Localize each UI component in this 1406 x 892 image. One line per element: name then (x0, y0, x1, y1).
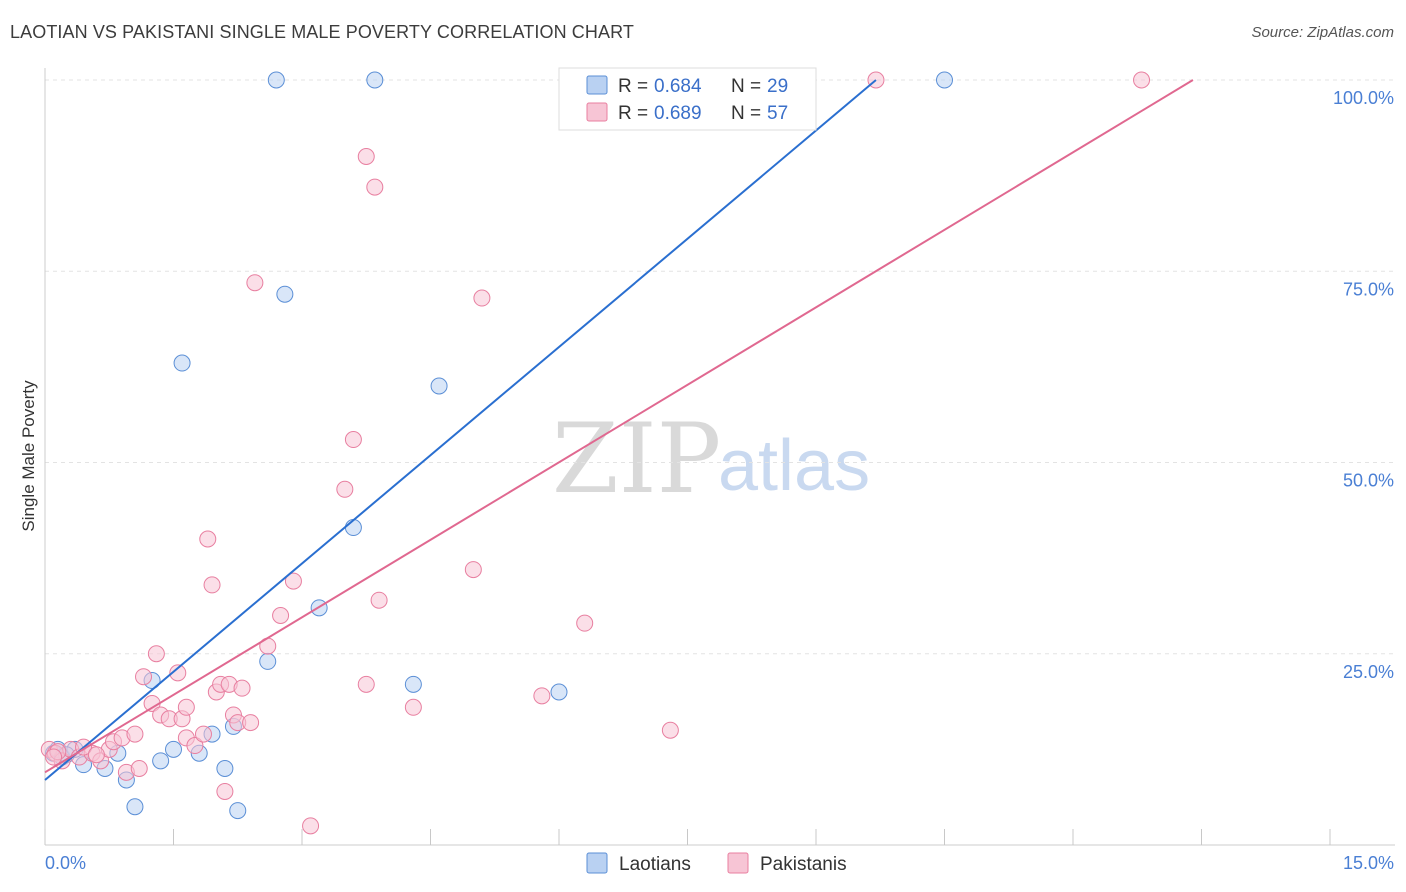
laotian-n-label: N = (731, 76, 761, 97)
laotian-trend-line (44, 79, 877, 781)
laotian-r-label: R = (618, 76, 648, 97)
pakistani-swatch (586, 102, 608, 122)
grid-lines (45, 79, 1395, 655)
pakistani-point (135, 668, 153, 686)
pakistani-point (344, 431, 362, 449)
y-tick-label: 100.0% (1333, 88, 1394, 108)
pakistani-point (87, 746, 105, 764)
legend-laotians-label: Laotians (619, 854, 691, 875)
pakistani-point (370, 591, 388, 609)
pakistani-point (404, 698, 422, 716)
legend-pakistanis-swatch (727, 852, 749, 874)
pakistani-point (203, 576, 221, 594)
pakistani-n-label: N = (731, 103, 761, 124)
laotian-point (229, 802, 247, 820)
laotian-point (173, 354, 191, 372)
pakistani-point (199, 530, 217, 548)
laotian-n-value: 29 (767, 76, 788, 97)
pakistani-point (357, 675, 375, 693)
laotian-point (276, 285, 294, 303)
y-tick-labels: 25.0% 50.0% 75.0% 100.0% (1333, 88, 1394, 682)
laotian-point (550, 683, 568, 701)
pakistani-point (45, 748, 63, 766)
pakistani-r-value: 0.689 (654, 103, 702, 124)
axes (44, 68, 1395, 846)
laotian-r-value: 0.684 (654, 76, 702, 97)
pakistani-point (533, 687, 551, 705)
pakistani-point (177, 698, 195, 716)
laotian-point (344, 519, 362, 537)
pakistani-point (126, 725, 144, 743)
pakistani-trend-line (44, 79, 1194, 774)
trend-lines (44, 79, 1194, 781)
pakistani-point (464, 561, 482, 579)
pakistani-point (272, 607, 290, 624)
pakistani-point (216, 782, 234, 800)
pakistani-point (186, 737, 204, 755)
stats-legend: R = 0.684 N = 29 R = 0.689 N = 57 (558, 67, 817, 131)
chart-title: LAOTIAN VS PAKISTANI SINGLE MALE POVERTY… (10, 22, 634, 42)
y-axis-label: Single Male Poverty (19, 380, 38, 532)
x-tick-label-min: 0.0% (45, 853, 86, 873)
laotian-point (366, 71, 384, 89)
x-ticks (44, 829, 1331, 845)
pakistani-point (147, 645, 165, 663)
legend-pakistanis-label: Pakistanis (760, 854, 847, 875)
pakistani-point (336, 480, 354, 498)
pakistani-point (357, 148, 375, 165)
pakistani-point (169, 664, 187, 682)
y-tick-label: 50.0% (1343, 471, 1394, 491)
laotian-point (404, 675, 422, 693)
pakistani-points (40, 71, 1151, 835)
y-tick-label: 25.0% (1343, 662, 1394, 682)
y-tick-label: 75.0% (1343, 279, 1394, 299)
watermark-zip: ZIP (552, 403, 721, 515)
laotian-point (165, 740, 182, 758)
x-tick-label-max: 15.0% (1343, 853, 1394, 873)
pakistani-point (473, 289, 491, 307)
watermark-atlas: atlas (718, 426, 870, 506)
pakistani-point (302, 817, 320, 835)
pakistani-point (661, 721, 679, 739)
pakistani-point (242, 714, 260, 732)
laotian-point (216, 760, 234, 777)
series-legend: Laotians Pakistanis (586, 852, 847, 875)
pakistani-point (194, 725, 212, 743)
pakistani-point (366, 178, 384, 196)
laotian-point (126, 798, 144, 816)
laotian-swatch (586, 75, 608, 95)
pakistani-point (1133, 71, 1151, 89)
pakistani-point (576, 614, 594, 632)
pakistani-point (284, 572, 302, 590)
pakistani-point (233, 679, 251, 697)
laotian-point (259, 652, 277, 670)
pakistani-point (130, 760, 148, 777)
watermark: ZIP atlas (552, 403, 870, 515)
laotian-point (267, 71, 285, 89)
legend-laotians-swatch (586, 852, 608, 874)
laotian-point (936, 71, 953, 89)
pakistani-r-label: R = (618, 103, 648, 124)
pakistani-point (246, 274, 264, 292)
laotian-point (430, 377, 448, 395)
pakistani-n-value: 57 (767, 103, 788, 124)
chart-source: Source: ZipAtlas.com (1251, 24, 1394, 41)
laotian-point (152, 752, 170, 770)
